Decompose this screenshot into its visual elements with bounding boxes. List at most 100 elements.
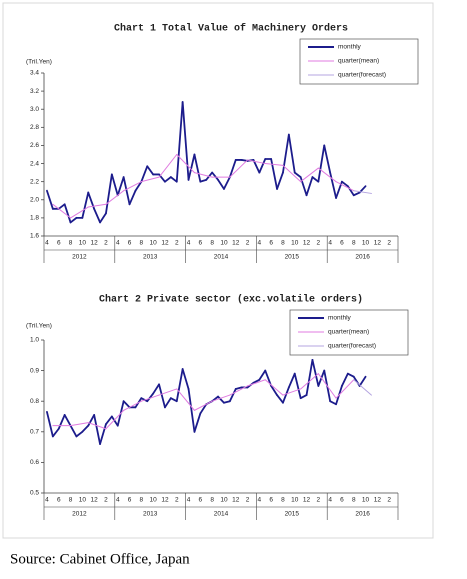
x-tick-label: 12	[303, 497, 311, 504]
series-segment	[105, 415, 113, 426]
series-segment	[105, 409, 125, 430]
x-tick-label: 8	[210, 497, 214, 504]
series-segment	[247, 379, 266, 387]
series-segment	[187, 388, 196, 433]
series-segment	[110, 173, 119, 197]
x-tick-label: 6	[128, 240, 132, 247]
series-segment	[353, 190, 372, 194]
series-segment	[258, 158, 267, 174]
x-tick-label: 10	[150, 240, 158, 247]
x-tick-label: 4	[328, 497, 332, 504]
series-segment	[99, 212, 107, 224]
x-tick-label: 2	[317, 497, 321, 504]
series-segment	[51, 427, 60, 438]
series-segment	[358, 375, 367, 387]
series-segment	[329, 400, 337, 406]
series-segment	[158, 154, 178, 178]
year-label: 2016	[355, 254, 370, 261]
series-segment	[46, 411, 54, 438]
y-tick-label: 2.2	[30, 178, 39, 185]
x-tick-label: 10	[150, 497, 158, 504]
series-segment	[287, 372, 296, 389]
series-segment	[123, 181, 142, 192]
series-segment	[46, 189, 54, 210]
series-segment	[341, 372, 349, 387]
y-tick-label: 3.4	[30, 70, 39, 77]
x-tick-label: 4	[45, 497, 49, 504]
legend-label: monthly	[338, 44, 362, 51]
legend-label: quarter(mean)	[328, 329, 369, 336]
series-segment	[158, 383, 166, 409]
x-tick-label: 6	[199, 497, 203, 504]
series-segment	[223, 176, 231, 190]
series-segment	[140, 176, 160, 183]
series-segment	[140, 394, 160, 402]
series-segment	[223, 400, 231, 404]
series-segment	[323, 144, 332, 174]
series-segment	[134, 180, 143, 192]
y-tick-label: 3.2	[30, 88, 39, 95]
y-tick-label: 2.6	[30, 142, 39, 149]
x-tick-label: 10	[362, 497, 370, 504]
series-segment	[70, 206, 89, 219]
series-segment	[317, 373, 337, 399]
series-segment	[187, 153, 196, 181]
series-segment	[299, 394, 308, 400]
x-tick-label: 2	[104, 497, 108, 504]
series-segment	[87, 414, 96, 427]
x-tick-label: 8	[210, 240, 214, 247]
series-segment	[152, 383, 160, 395]
x-tick-label: 2	[387, 497, 391, 504]
series-segment	[193, 153, 202, 183]
series-segment	[217, 395, 225, 404]
x-tick-label: 6	[57, 240, 61, 247]
series-segment	[352, 191, 361, 197]
x-tick-label: 4	[258, 240, 262, 247]
year-label: 2015	[285, 511, 300, 518]
series-segment	[305, 176, 314, 197]
y-tick-label: 2.8	[30, 124, 39, 131]
series-segment	[229, 159, 249, 178]
y-tick-label: 2.0	[30, 196, 39, 203]
x-tick-label: 10	[79, 240, 87, 247]
y-tick-label: 1.6	[30, 233, 39, 240]
series-segment	[211, 171, 219, 181]
series-segment	[158, 388, 178, 396]
series-segment	[52, 203, 72, 219]
series-segment	[181, 101, 190, 181]
chart-title: Chart 2 Private sector (exc.volatile ord…	[99, 294, 363, 306]
series-segment	[128, 189, 137, 206]
series-segment	[276, 171, 284, 190]
x-tick-label: 12	[91, 240, 99, 247]
x-tick-label: 6	[269, 240, 273, 247]
series-segment	[252, 159, 261, 174]
series-segment	[140, 165, 149, 183]
x-tick-label: 12	[374, 497, 382, 504]
y-tick-label: 0.8	[30, 398, 39, 405]
x-tick-label: 2	[104, 240, 108, 247]
series-segment	[57, 203, 66, 210]
series-segment	[282, 164, 302, 183]
y-axis-unit: (Tril.Yen)	[26, 323, 52, 330]
series-segment	[346, 372, 355, 378]
year-label: 2015	[285, 254, 300, 261]
x-tick-label: 2	[246, 240, 250, 247]
series-segment	[293, 372, 302, 400]
series-segment	[123, 400, 142, 411]
chart-title: Chart 1 Total Value of Machinery Orders	[114, 23, 348, 35]
series-segment	[87, 422, 107, 430]
series-segment	[146, 165, 155, 176]
series-segment	[335, 379, 355, 399]
year-label: 2012	[72, 511, 87, 518]
x-tick-label: 12	[232, 240, 240, 247]
series-segment	[164, 176, 172, 183]
series-segment	[264, 369, 273, 387]
series-segment	[247, 159, 266, 165]
y-axis-unit: (Tril.Yen)	[26, 59, 52, 66]
series-segment	[193, 400, 213, 411]
y-tick-label: 0.7	[30, 429, 39, 436]
x-tick-label: 12	[161, 497, 169, 504]
x-tick-label: 8	[352, 497, 356, 504]
legend-label: quarter(forecast)	[338, 72, 386, 79]
